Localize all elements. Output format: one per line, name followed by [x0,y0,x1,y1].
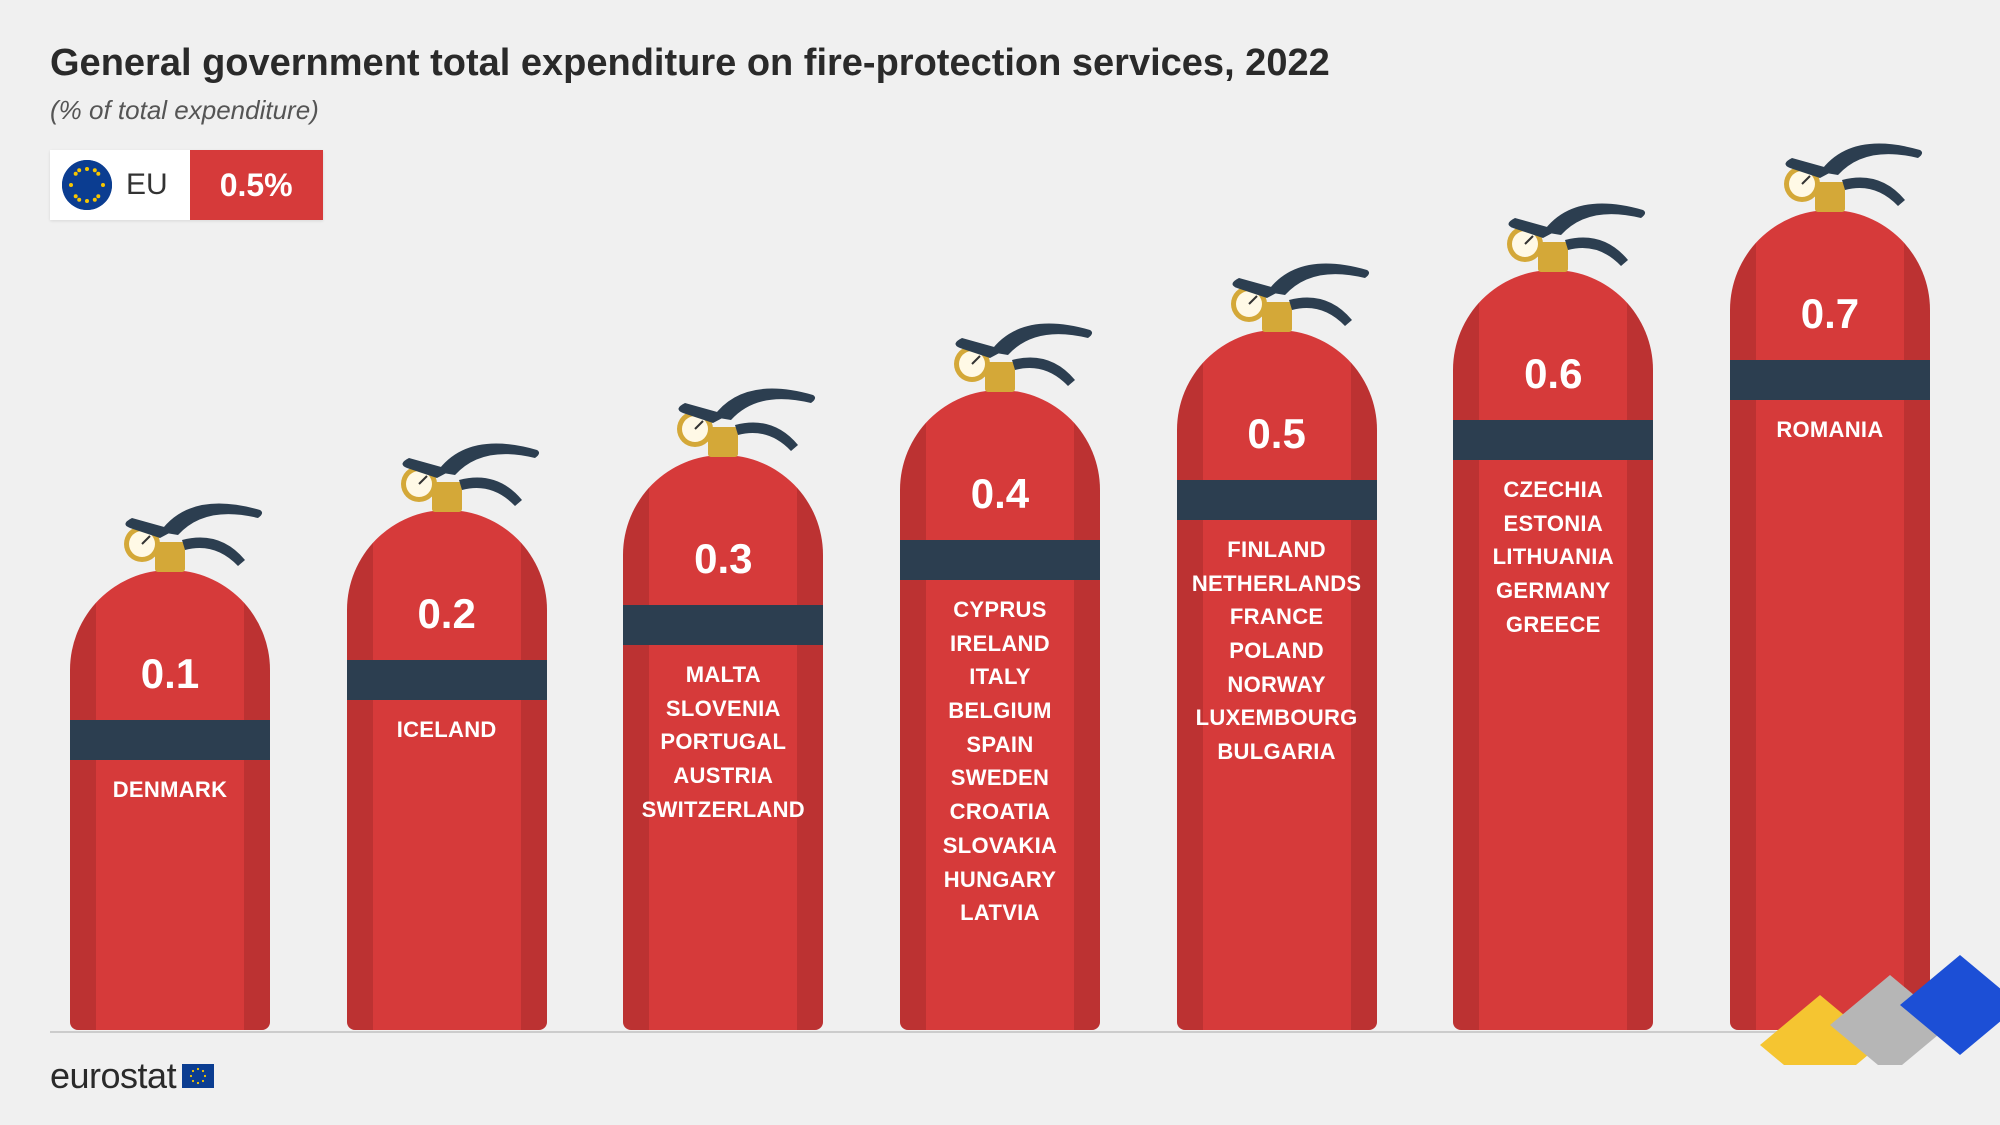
extinguisher-bar: 0.4CYPRUSIRELANDITALYBELGIUMSPAINSWEDENC… [890,390,1110,1030]
logo-text: eurostat [50,1055,176,1097]
country-list: CYPRUS IRELANDITALY BELGIUM SPAINSWEDEN CROA… [900,595,1100,928]
country-label: NETHERLANDS [1192,569,1362,599]
country-label: BULGARIA [1217,737,1336,767]
infographic-container: General government total expenditure on … [0,0,2000,1125]
eurostat-logo: eurostat [50,1055,214,1097]
country-label: GREECE [1506,610,1601,640]
bar-value: 0.2 [347,590,547,638]
extinguisher-handle-icon [1443,180,1663,280]
country-label: IRELAND [950,629,1050,659]
extinguisher-band [1730,360,1930,400]
chart-title: General government total expenditure on … [50,42,1330,85]
extinguisher-bar: 0.6 CZECHIA ESTONIALITHUANIA GERMANY GREECE [1443,270,1663,1030]
country-label: FRANCE [1230,602,1323,632]
bar-value: 0.1 [70,650,270,698]
extinguisher-band [623,605,823,645]
bar-value: 0.6 [1453,350,1653,398]
extinguisher-handle-icon [1720,120,1940,220]
chart-baseline [50,1031,1950,1033]
country-label: SLOVENIA [666,694,781,724]
country-label: FINLAND [1227,535,1326,565]
country-label: ICELAND [397,715,497,745]
extinguisher-body: 0.2 ICELAND [347,510,547,1030]
extinguisher-body: 0.5 FINLAND NETHERLANDSFRANCE POLAND NORWAYL… [1177,330,1377,1030]
extinguisher-handle-icon [337,420,557,520]
extinguisher-bar: 0.5 FINLAND NETHERLANDSFRANCE POLAND NORWAYL… [1167,330,1387,1030]
extinguisher-band [70,720,270,760]
extinguisher-body: 0.3 MALTA SLOVENIAPORTUGAL AUSTRIA SWITZERLA… [623,455,823,1030]
eu-flag-icon [62,160,112,210]
country-label: SWEDEN [951,763,1049,793]
extinguisher-body: 0.7 ROMANIA [1730,210,1930,1030]
extinguisher-handle-icon [1167,240,1387,340]
country-label: ITALY [969,662,1030,692]
country-label: SWITZERLAND [642,795,805,825]
country-label: PORTUGAL [660,727,786,757]
country-label: CROATIA [950,797,1051,827]
extinguisher-bar: 0.1 DENMARK [60,570,280,1030]
country-label: LATVIA [960,898,1040,928]
country-label: DENMARK [113,775,228,805]
country-label: MALTA [686,660,761,690]
country-label: BELGIUM [948,696,1052,726]
bar-value: 0.7 [1730,290,1930,338]
extinguisher-bar: 0.3 MALTA SLOVENIAPORTUGAL AUSTRIA SWITZERLA… [613,455,833,1030]
accent-graphic [1740,935,2000,1065]
chart-subtitle: (% of total expenditure) [50,95,319,126]
country-label: CZECHIA [1503,475,1603,505]
extinguisher-bar: 0.2 ICELAND [337,510,557,1030]
extinguisher-band [1177,480,1377,520]
extinguisher-body: 0.6 CZECHIA ESTONIALITHUANIA GERMANY GREECE [1453,270,1653,1030]
country-list: MALTA SLOVENIAPORTUGAL AUSTRIA SWITZERLAND [623,660,823,824]
country-label: SLOVAKIA [943,831,1057,861]
country-list: ROMANIA [1730,415,1930,445]
extinguisher-body: 0.1 DENMARK [70,570,270,1030]
eu-label: EU [126,168,168,202]
country-label: AUSTRIA [673,761,773,791]
bar-value: 0.4 [900,470,1100,518]
country-label: HUNGARY [944,865,1057,895]
country-list: DENMARK [70,775,270,805]
country-label: POLAND [1229,636,1324,666]
country-label: LUXEMBOURG [1196,703,1358,733]
country-label: ROMANIA [1776,415,1883,445]
country-list: FINLAND NETHERLANDSFRANCE POLAND NORWAYLUXE… [1177,535,1377,767]
extinguisher-band [1453,420,1653,460]
bar-value: 0.5 [1177,410,1377,458]
logo-flag-icon [182,1064,214,1088]
chart-area: 0.1 DENMARK 0.2 ICELAND [60,210,1940,1030]
country-label: ESTONIA [1504,509,1604,539]
country-label: LITHUANIA [1493,542,1614,572]
extinguisher-band [347,660,547,700]
extinguisher-handle-icon [613,365,833,465]
country-label: CYPRUS [953,595,1047,625]
country-list: ICELAND [347,715,547,745]
extinguisher-bar: 0.7 ROMANIA [1720,210,1940,1030]
country-label: NORWAY [1227,670,1325,700]
country-label: GERMANY [1496,576,1611,606]
extinguisher-band [900,540,1100,580]
country-list: CZECHIA ESTONIALITHUANIA GERMANY GREECE [1453,475,1653,639]
extinguisher-handle-icon [890,300,1110,400]
extinguisher-body: 0.4CYPRUSIRELANDITALYBELGIUMSPAINSWEDENC… [900,390,1100,1030]
bar-value: 0.3 [623,535,823,583]
country-label: SPAIN [966,730,1033,760]
extinguisher-handle-icon [60,480,280,580]
